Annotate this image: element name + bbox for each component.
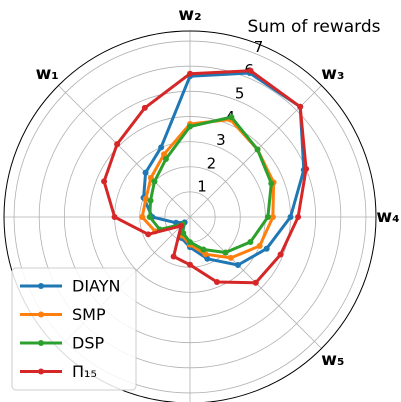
series-point (295, 214, 302, 220)
series-point (111, 214, 118, 220)
theta-tick-label: w₃ (321, 64, 344, 84)
legend-label: DSP (72, 334, 104, 353)
series-point (187, 239, 193, 246)
series-point (213, 279, 220, 286)
series-point (101, 178, 108, 185)
series-point (139, 214, 146, 220)
series-point (142, 169, 149, 176)
r-tick-label: 3 (216, 131, 226, 149)
series-point (145, 231, 152, 238)
series-point (227, 254, 234, 261)
grid-spoke (58, 85, 191, 218)
series-point (277, 251, 284, 258)
series-point (263, 245, 270, 252)
series-point (222, 249, 229, 256)
series-point (252, 279, 259, 286)
series-point (269, 214, 276, 220)
legend-label: Π₁₅ (72, 362, 97, 381)
series-point (247, 239, 254, 246)
series-point (204, 255, 211, 262)
r-tick-label: 2 (207, 154, 217, 172)
legend-marker (38, 368, 44, 375)
series-point (147, 197, 154, 204)
legend-marker (38, 311, 44, 318)
series-point (146, 214, 153, 220)
legend-marker (38, 340, 44, 346)
legend-box (11, 267, 137, 391)
theta-tick-label: w₄ (376, 207, 399, 227)
legend: DIAYN SMP DSP Π₁₅ (11, 267, 137, 391)
series-point (228, 114, 235, 121)
series-point (268, 180, 275, 187)
series-line (142, 71, 306, 267)
series-point (202, 251, 209, 258)
legend-label: SMP (72, 305, 106, 324)
series-point (256, 242, 263, 249)
chart-title: Sum of rewards (247, 17, 380, 37)
series-point (142, 195, 149, 202)
series-point (180, 230, 187, 237)
polar-frame (3, 30, 377, 402)
series-point (200, 246, 207, 253)
series-point (187, 261, 193, 268)
series-point (114, 141, 121, 148)
series-point (297, 103, 304, 110)
series-point (303, 165, 310, 172)
legend-marker (38, 283, 44, 289)
theta-tick-label: w₂ (178, 5, 201, 25)
series-point (187, 123, 193, 130)
series-point (287, 214, 294, 220)
theta-tick-label: w₁ (36, 64, 59, 84)
r-tick-label: 1 (197, 178, 207, 196)
r-tick-label: 7 (254, 38, 264, 56)
series-point (162, 155, 169, 162)
series-point (178, 222, 185, 229)
legend-label: DIAYN (72, 277, 120, 296)
series-point (264, 214, 271, 220)
series-point (187, 70, 193, 77)
series-point (170, 253, 177, 260)
series-point (234, 261, 241, 268)
r-tick-label: 5 (235, 84, 245, 102)
theta-tick-label: w₅ (321, 350, 344, 370)
series-point (158, 144, 165, 151)
series-point (141, 104, 148, 111)
series-point (151, 178, 158, 185)
series-point (247, 67, 254, 74)
series-point (161, 151, 168, 158)
series-point (254, 146, 261, 153)
series-line (148, 115, 273, 254)
